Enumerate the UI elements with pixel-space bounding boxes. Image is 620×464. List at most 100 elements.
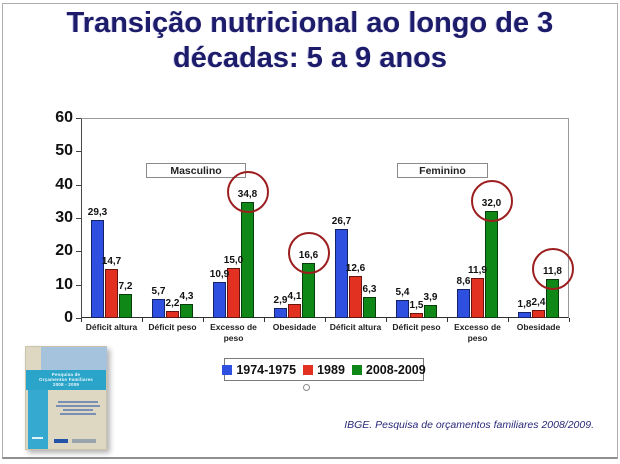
bar <box>335 229 348 318</box>
bar-value-label: 2,2 <box>165 297 180 309</box>
y-axis-tick-mark <box>76 184 81 186</box>
y-axis-tick-label: 10 <box>55 275 73 293</box>
bar <box>180 303 193 318</box>
decoration-circle-icon <box>303 384 310 391</box>
bar-value-label: 3,9 <box>423 292 438 303</box>
bar <box>227 268 240 318</box>
legend-swatch-icon <box>303 364 314 375</box>
bar-value-label: 10,9 <box>209 268 230 280</box>
x-axis-tick-mark <box>80 318 82 322</box>
bar-value-label: 6,3 <box>362 284 377 295</box>
bar-value-label: 15,0 <box>223 255 244 266</box>
cover-title-line: Orçamentos Familiares <box>39 377 93 383</box>
cover-title-band: Pesquisa de Orçamentos Familiares 2008 -… <box>26 370 106 390</box>
bar-value-label: 2,4 <box>531 297 546 308</box>
x-axis-category-label: Déficit peso <box>148 322 197 332</box>
y-axis-tick-mark <box>76 251 81 253</box>
x-axis-tick-mark <box>446 318 448 322</box>
bar-value-label: 1,8 <box>517 299 532 310</box>
x-axis-category-label: Obesidade <box>516 322 561 332</box>
bar <box>457 289 470 318</box>
group-label-box: Feminino <box>397 163 488 178</box>
cover-title-line: 2008 - 2009 <box>52 382 80 388</box>
y-axis-tick-mark <box>76 284 81 286</box>
x-axis-tick-mark <box>507 318 509 322</box>
x-axis-tick-mark <box>568 318 570 322</box>
x-axis-tick-mark <box>141 318 143 322</box>
bar-value-label: 12,6 <box>345 263 366 274</box>
bar <box>471 278 484 318</box>
report-cover-thumbnail: Pesquisa de Orçamentos Familiares 2008 -… <box>25 346 107 450</box>
bar-value-label: 5,4 <box>395 287 410 298</box>
highlight-circle-annotation <box>287 231 330 274</box>
bar-value-label: 4,1 <box>287 291 302 303</box>
source-citation: IBGE. Pesquisa de orçamentos familiares … <box>344 419 594 431</box>
bar <box>363 297 376 318</box>
highlight-circle-annotation <box>470 180 513 223</box>
x-axis-tick-mark <box>385 318 387 322</box>
cover-title-line: Pesquisa de <box>51 372 81 377</box>
x-axis-category-label: Excesso de peso <box>454 322 501 343</box>
cover-footer-mark <box>72 439 96 443</box>
bar <box>105 269 118 318</box>
x-axis-category-label: Excesso de peso <box>210 322 257 343</box>
bar <box>152 299 165 318</box>
x-axis-category-label: Déficit altura <box>329 322 382 332</box>
bar-value-label: 26,7 <box>331 216 352 227</box>
bar-value-label: 5,7 <box>151 286 166 297</box>
bar <box>274 308 287 318</box>
bar-value-label: 4,3 <box>179 290 194 302</box>
legend-item: 1989 <box>303 363 345 377</box>
cover-text-lines <box>53 399 103 417</box>
group-label-box: Masculino <box>146 163 246 178</box>
legend-label: 2008-2009 <box>365 362 426 377</box>
bar <box>424 305 437 318</box>
x-axis-tick-mark <box>263 318 265 322</box>
x-axis-tick-mark <box>202 318 204 322</box>
bar-value-label: 11,9 <box>468 265 487 277</box>
bar <box>91 220 104 318</box>
cover-strip-mark <box>32 437 43 439</box>
bar <box>349 276 362 318</box>
bar <box>166 310 179 318</box>
bar <box>518 312 531 318</box>
bar-value-label: 7,2 <box>118 281 133 292</box>
legend-label: 1989 <box>317 362 345 377</box>
legend-item: 2008-2009 <box>351 362 426 377</box>
slide-title: Transição nutricional ao longo de 3 déca… <box>66 7 554 74</box>
cover-top-panel <box>41 347 107 370</box>
y-axis-tick-label: 60 <box>55 109 73 126</box>
highlight-circle-annotation <box>531 247 574 290</box>
bar <box>288 304 301 318</box>
highlight-circle-annotation <box>226 171 269 213</box>
x-axis-category-label: Déficit peso <box>392 322 441 332</box>
y-axis-tick-label: 30 <box>55 209 73 226</box>
y-axis-tick-mark <box>76 151 81 153</box>
x-axis-category-label: Déficit altura <box>85 322 138 332</box>
legend-label: 1974-1975 <box>236 362 297 377</box>
legend-item: 1974-1975 <box>222 363 296 377</box>
cover-side-strip <box>28 390 48 449</box>
y-axis-tick-mark <box>76 118 81 119</box>
bar <box>410 313 423 318</box>
bar-value-label: 2,9 <box>273 295 288 307</box>
y-axis-tick-label: 20 <box>55 242 73 260</box>
bar <box>213 281 226 318</box>
y-axis-tick-label: 40 <box>55 175 73 193</box>
chart-legend: 1974-1975 1989 2008-2009 <box>222 358 426 381</box>
y-axis-tick-mark <box>76 218 81 219</box>
y-axis-tick-label: 0 <box>64 309 73 326</box>
bar <box>532 310 545 318</box>
y-axis-tick-label: 50 <box>55 142 73 160</box>
legend-swatch-icon <box>351 364 362 375</box>
x-axis-tick-mark <box>324 318 326 322</box>
bar-value-label: 8,6 <box>456 276 471 288</box>
bar <box>396 300 409 318</box>
y-axis-tick-mark <box>76 318 81 319</box>
cover-ibge-logo <box>54 439 68 443</box>
bar-value-label: 1,5 <box>409 300 424 311</box>
legend-swatch-icon <box>222 364 233 375</box>
bar <box>119 294 132 318</box>
bar-value-label: 14,7 <box>101 256 122 267</box>
